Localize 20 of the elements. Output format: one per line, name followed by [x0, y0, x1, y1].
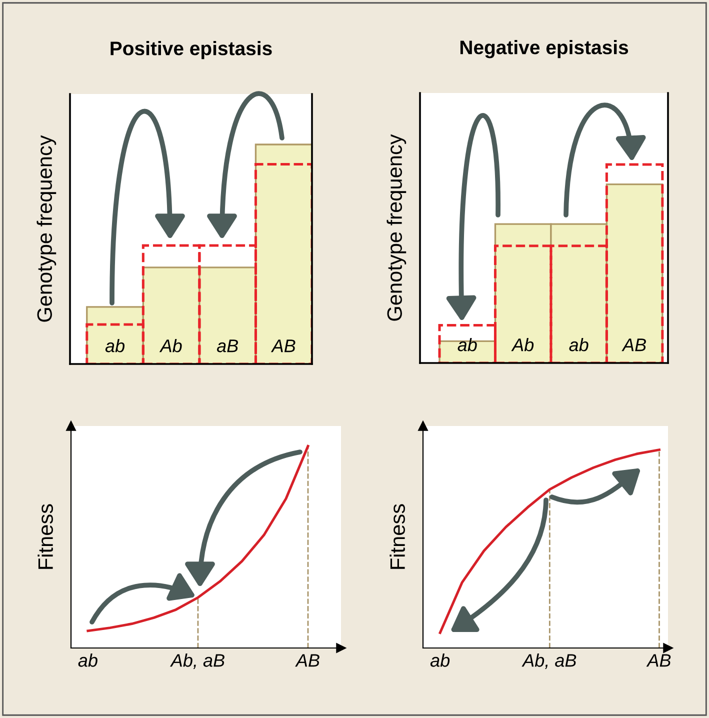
x-tick-label: Ab, aB: [522, 654, 576, 669]
y-axis-title: Genotype frequency: [36, 135, 56, 322]
y-axis-title: Fitness: [390, 504, 405, 569]
x-tick-label: AB: [646, 654, 671, 667]
x-tick-label: ab: [105, 339, 125, 352]
x-tick-label: Ab: [511, 338, 534, 352]
x-tick-label: aB: [216, 340, 238, 352]
x-tick-label: Ab: [159, 339, 182, 352]
chart-title: Negative epistasis: [460, 40, 628, 58]
x-tick-label: ab: [78, 654, 98, 667]
x-tick-label: ab: [430, 654, 450, 667]
x-tick-label: ab: [458, 338, 477, 352]
chart-title: Positive epistasis: [110, 41, 272, 60]
y-axis-title: Fitness: [38, 504, 53, 569]
x-tick-label: Ab, aB: [170, 654, 224, 669]
x-tick-label: AB: [295, 654, 320, 667]
x-tick-label: AB: [622, 338, 646, 352]
x-tick-label: AB: [270, 340, 296, 352]
x-tick-label: ab: [569, 338, 588, 352]
y-axis-title: Genotype frequency: [386, 134, 406, 321]
